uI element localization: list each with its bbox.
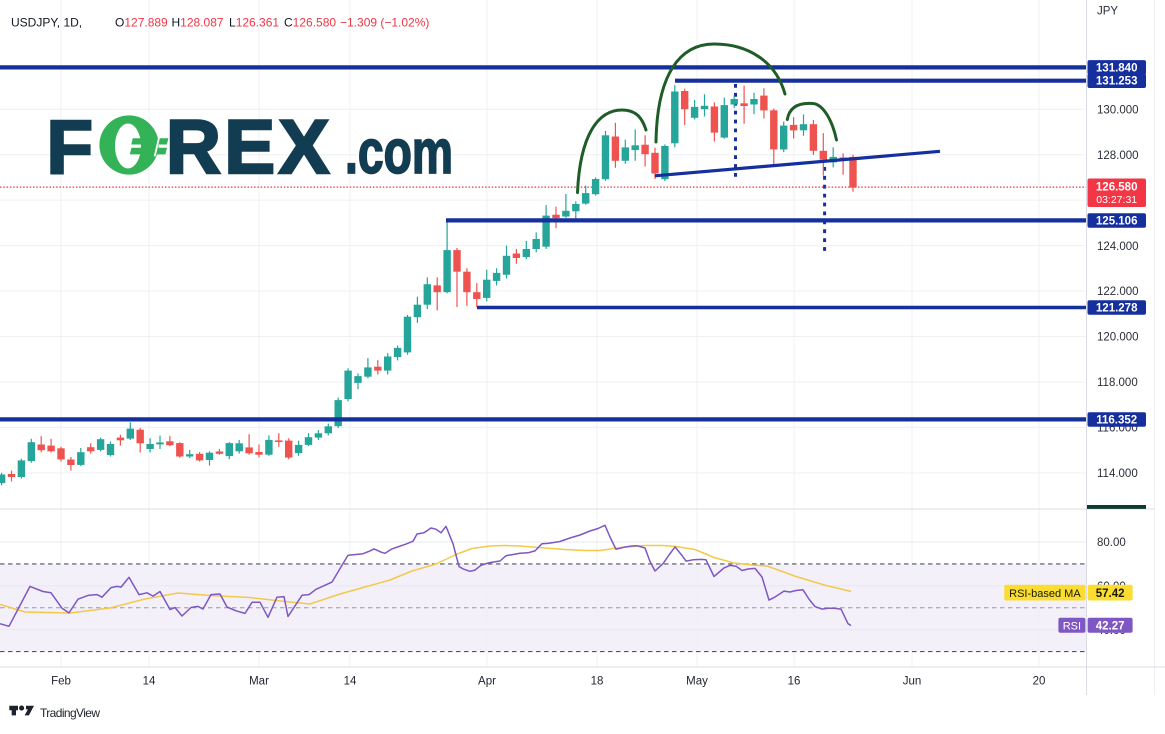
svg-text:JPY: JPY xyxy=(1097,6,1118,18)
svg-text:14: 14 xyxy=(344,676,357,688)
svg-text:14: 14 xyxy=(143,676,156,688)
svg-text:130.000: 130.000 xyxy=(1097,104,1139,116)
svg-text:Jun: Jun xyxy=(903,676,922,688)
svg-text:20: 20 xyxy=(1033,676,1046,688)
svg-text:131.253: 131.253 xyxy=(1096,76,1138,88)
svg-text:USDJPY, 1D,: USDJPY, 1D, xyxy=(11,16,82,30)
svg-text:Mar: Mar xyxy=(249,676,269,688)
svg-text:03:27:31: 03:27:31 xyxy=(1096,194,1137,206)
svg-text:May: May xyxy=(686,676,708,688)
svg-text:131.840: 131.840 xyxy=(1096,62,1138,74)
svg-text:−1.309 (−1.02%): −1.309 (−1.02%) xyxy=(340,16,429,30)
svg-text:118.000: 118.000 xyxy=(1097,377,1138,389)
svg-text:RSI-based MA: RSI-based MA xyxy=(1009,588,1081,600)
svg-text:57.42: 57.42 xyxy=(1096,588,1125,600)
svg-text:124.000: 124.000 xyxy=(1097,241,1139,253)
svg-text:128.000: 128.000 xyxy=(1097,150,1139,162)
svg-text:125.106: 125.106 xyxy=(1096,215,1138,227)
svg-text:Apr: Apr xyxy=(478,676,496,688)
svg-text:121.278: 121.278 xyxy=(1096,303,1138,315)
svg-text:H128.087: H128.087 xyxy=(172,16,224,30)
svg-text:122.000: 122.000 xyxy=(1097,286,1139,298)
svg-text:116.352: 116.352 xyxy=(1096,414,1137,426)
svg-text:80.00: 80.00 xyxy=(1097,537,1126,549)
svg-text:TradingView: TradingView xyxy=(40,706,100,720)
svg-text:RSI: RSI xyxy=(1063,621,1081,633)
svg-text:42.27: 42.27 xyxy=(1096,621,1125,633)
svg-text:O127.889: O127.889 xyxy=(115,16,168,30)
svg-text:.com: .com xyxy=(345,118,453,187)
svg-text:18: 18 xyxy=(591,676,604,688)
svg-text:114.000: 114.000 xyxy=(1097,468,1138,480)
svg-text:126.580: 126.580 xyxy=(1096,182,1138,194)
svg-text:REX: REX xyxy=(166,105,333,190)
svg-text:16: 16 xyxy=(788,676,801,688)
svg-text:120.000: 120.000 xyxy=(1097,332,1139,344)
svg-text:Feb: Feb xyxy=(51,676,71,688)
svg-text:C126.580: C126.580 xyxy=(284,16,336,30)
svg-text:L126.361: L126.361 xyxy=(229,16,279,30)
svg-text:F: F xyxy=(47,105,93,190)
